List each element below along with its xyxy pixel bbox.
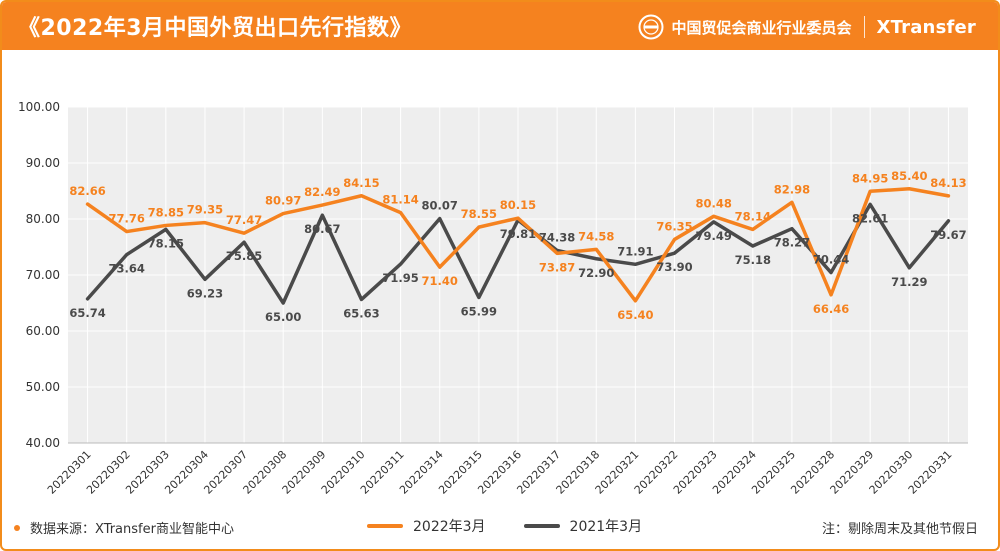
y-tick-label: 90.00	[26, 156, 60, 170]
data-label-2021: 71.91	[617, 244, 653, 258]
data-label-2021: 79.67	[930, 228, 966, 242]
ccpit-logo-icon	[638, 14, 664, 40]
data-label-2021: 79.49	[695, 229, 731, 243]
y-tick-label: 50.00	[26, 380, 60, 394]
data-label-2021: 75.85	[226, 249, 262, 263]
data-label-2021: 65.63	[343, 306, 379, 320]
data-label-2022: 71.40	[422, 274, 458, 288]
y-tick-label: 80.00	[26, 212, 60, 226]
data-label-2022: 85.40	[891, 169, 927, 183]
data-label-2021: 71.29	[891, 275, 927, 289]
data-label-2021: 71.95	[382, 271, 418, 285]
brand-area: 中国贸促会商业行业委员会 XTransfer	[638, 14, 976, 40]
legend-item-2021: 2021年3月	[523, 516, 643, 536]
data-label-2021: 73.64	[109, 262, 145, 276]
data-label-2022: 82.66	[69, 184, 105, 198]
org-name: 中国贸促会商业行业委员会	[671, 18, 852, 37]
y-tick-label: 60.00	[26, 324, 60, 338]
series-line-2022	[85, 187, 951, 303]
data-label-2021: 70.44	[813, 253, 849, 267]
data-label-2021: 80.67	[304, 222, 340, 236]
data-label-2022: 80.97	[265, 194, 301, 208]
data-label-2022: 82.98	[774, 182, 810, 196]
y-tick-label: 100.00	[18, 100, 60, 114]
data-label-2022: 73.87	[539, 260, 575, 274]
data-label-2022: 82.49	[304, 185, 340, 199]
footnote: 注：剔除周末及其他节假日	[821, 522, 978, 537]
data-label-2021: 73.90	[656, 260, 692, 274]
data-label-2021: 65.99	[461, 304, 497, 318]
data-label-2022: 81.14	[382, 193, 418, 207]
line-chart: 100.0090.0080.0070.0060.0050.0040.002022…	[18, 100, 968, 497]
data-label-2022: 78.55	[461, 207, 497, 221]
legend-item-2022: 2022年3月	[367, 516, 486, 536]
data-label-2022: 77.47	[226, 213, 262, 227]
header-bar: 《2022年3月中国外贸出口先行指数》 中国贸促会商业行业委员会 XTransf…	[2, 2, 998, 50]
data-label-2022: 78.14	[735, 209, 771, 223]
data-label-2022: 80.15	[500, 198, 536, 212]
data-label-2022: 84.95	[852, 171, 888, 185]
data-label-2021: 79.81	[500, 227, 536, 241]
xtransfer-logo: XTransfer	[876, 16, 976, 38]
legend-label-2021: 2021年3月	[569, 519, 643, 535]
data-label-2022: 66.46	[813, 302, 849, 316]
data-label-2022: 78.85	[148, 205, 184, 219]
data-label-2021: 69.23	[187, 286, 223, 300]
data-label-2021: 72.90	[578, 266, 614, 280]
legend-label-2022: 2022年3月	[413, 519, 486, 535]
bullet-icon	[14, 524, 20, 531]
data-label-2022: 84.15	[343, 176, 379, 190]
legend-swatch-2022	[367, 524, 403, 528]
legend: 2022年3月 2021年3月	[367, 516, 680, 536]
data-label-2021: 65.00	[265, 310, 301, 324]
data-label-2022: 76.35	[656, 219, 692, 233]
data-label-2022: 84.13	[930, 176, 966, 190]
data-label-2021: 78.27	[774, 236, 810, 250]
data-label-2021: 75.18	[735, 253, 771, 267]
footer: 数据来源：XTransfer商业智能中心 2022年3月 2021年3月 注：剔…	[2, 512, 998, 542]
y-tick-label: 70.00	[26, 268, 60, 282]
legend-swatch-2021	[523, 524, 560, 528]
data-label-2022: 77.76	[109, 212, 145, 226]
data-label-2021: 74.38	[539, 230, 575, 244]
data-source: 数据来源：XTransfer商业智能中心	[14, 518, 234, 537]
brand-divider	[863, 16, 865, 38]
data-label-2022: 79.35	[187, 203, 223, 217]
y-tick-label: 40.00	[26, 436, 60, 450]
data-label-2021: 82.61	[852, 211, 888, 225]
data-label-2022: 80.48	[695, 196, 731, 210]
chart-title: 《2022年3月中国外贸出口先行指数》	[18, 16, 413, 41]
data-label-2021: 78.15	[148, 236, 184, 250]
data-label-2021: 80.07	[422, 199, 458, 213]
data-label-2021: 65.74	[69, 306, 105, 320]
data-label-2022: 74.58	[578, 229, 614, 243]
data-label-2022: 65.40	[617, 308, 653, 322]
data-source-text: 数据来源：XTransfer商业智能中心	[30, 522, 234, 537]
